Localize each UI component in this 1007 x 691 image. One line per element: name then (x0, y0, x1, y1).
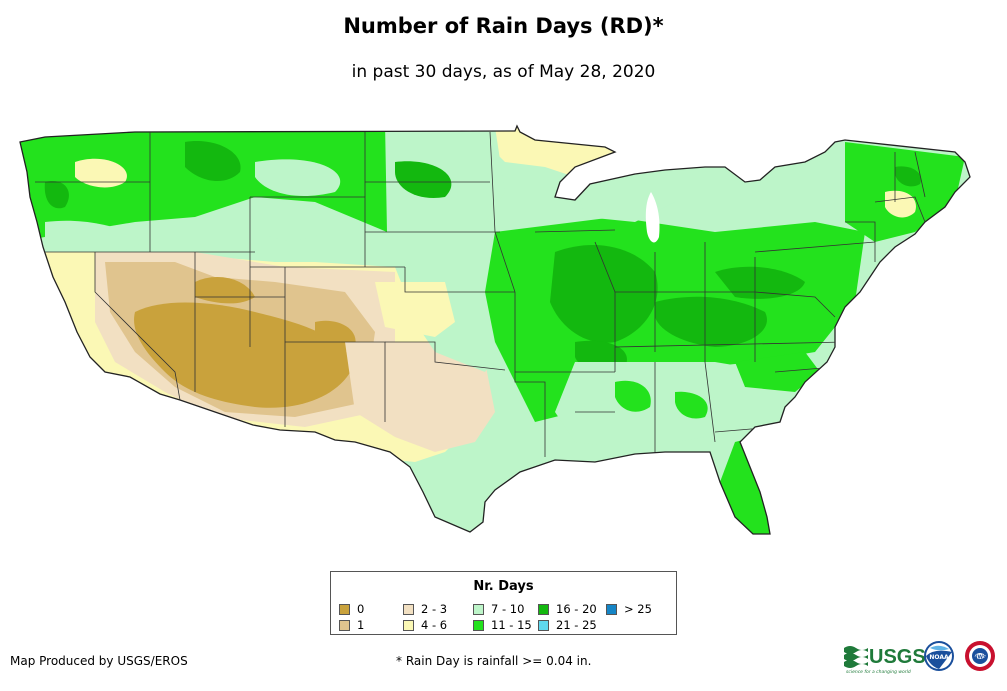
legend-swatch (538, 603, 549, 615)
noaa-wordmark: NOAA (929, 654, 949, 661)
agency-logos: USGS science for a changing world NOAA N… (844, 641, 995, 675)
legend-label: > 25 (624, 602, 652, 616)
legend-label: 2 - 3 (421, 602, 448, 616)
legend-label: 21 - 25 (556, 618, 597, 632)
legend-label: 0 (357, 602, 365, 616)
legend-item-6: 16 - 20 (538, 602, 597, 616)
usgs-tagline: science for a changing world (846, 669, 911, 675)
noaa-logo: NOAA (924, 641, 954, 671)
legend-swatch (473, 619, 484, 631)
legend-swatch (339, 603, 350, 615)
legend-label: 16 - 20 (556, 602, 597, 616)
legend-item-3: 4 - 6 (403, 618, 447, 632)
legend-swatch (538, 619, 549, 631)
legend-swatch (606, 603, 617, 615)
legend-label: 11 - 15 (491, 618, 532, 632)
legend-title: Nr. Days (473, 579, 534, 594)
map-credit: Map Produced by USGS/EROS (10, 654, 188, 668)
map-title: Number of Rain Days (RD)* (343, 14, 664, 38)
legend-item-5: 11 - 15 (473, 618, 532, 632)
legend-label: 1 (357, 618, 365, 632)
legend-item-8: > 25 (606, 602, 652, 616)
legend-swatch (339, 619, 350, 631)
legend-item-0: 0 (339, 602, 364, 616)
legend-item-2: 2 - 3 (403, 602, 447, 616)
legend-item-7: 21 - 25 (538, 618, 597, 632)
legend-label: 4 - 6 (421, 618, 448, 632)
usgs-logo: USGS science for a changing world (844, 646, 926, 675)
map-subtitle: in past 30 days, as of May 28, 2020 (351, 62, 656, 82)
map-legend: Nr. Days 0 1 2 - 3 4 - 6 7 - 10 11 - 15 … (330, 571, 677, 635)
rain-day-footnote: * Rain Day is rainfall >= 0.04 in. (396, 654, 592, 668)
legend-item-4: 7 - 10 (473, 602, 524, 616)
legend-swatch (473, 603, 484, 615)
usgs-wordmark: USGS (869, 646, 926, 668)
legend-swatch (403, 619, 414, 631)
legend-item-1: 1 (339, 618, 364, 632)
nws-logo: NWS (965, 641, 995, 671)
nws-wordmark: NWS (973, 655, 987, 661)
legend-swatch (403, 603, 414, 615)
us-rain-days-map (19, 125, 971, 535)
legend-label: 7 - 10 (491, 602, 525, 616)
